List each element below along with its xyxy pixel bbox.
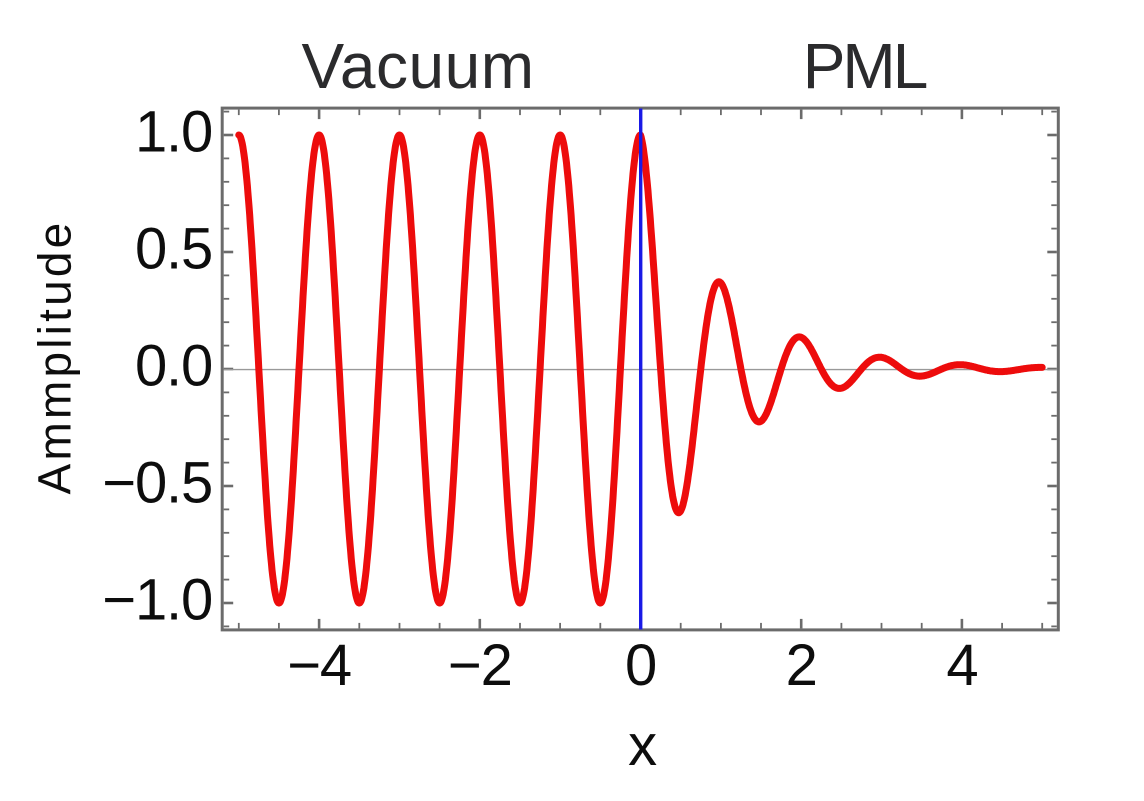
svg-text:PML: PML <box>803 30 927 102</box>
svg-text:−0.5: −0.5 <box>102 451 212 516</box>
svg-text:−1.0: −1.0 <box>102 568 212 633</box>
svg-text:−4: −4 <box>287 633 351 698</box>
svg-text:4: 4 <box>946 633 977 698</box>
svg-text:Vacuum: Vacuum <box>301 30 534 102</box>
svg-text:2: 2 <box>786 633 817 698</box>
svg-text:0: 0 <box>625 633 656 698</box>
svg-text:0.5: 0.5 <box>135 217 212 282</box>
svg-text:−2: −2 <box>448 633 512 698</box>
svg-text:x: x <box>628 713 657 778</box>
svg-text:Ammplitude: Ammplitude <box>29 220 81 495</box>
svg-text:1.0: 1.0 <box>135 100 212 165</box>
svg-text:0.0: 0.0 <box>135 334 212 399</box>
